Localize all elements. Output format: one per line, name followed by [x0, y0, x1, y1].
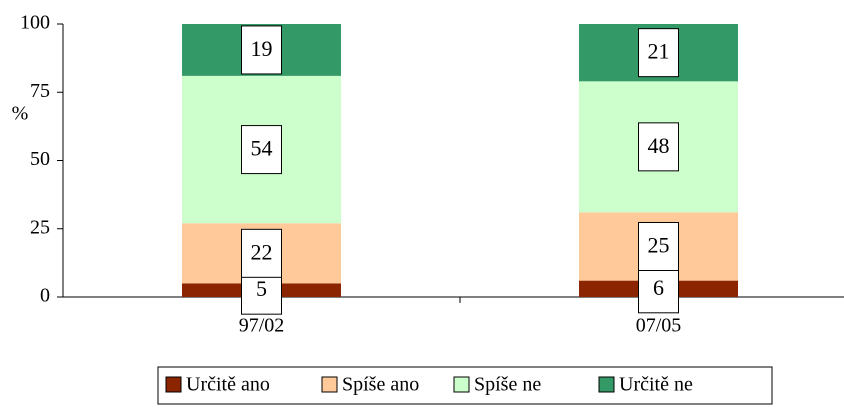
legend-swatch [321, 376, 338, 393]
y-axis-label: % [12, 103, 29, 125]
legend-label: Určitě ne [619, 374, 693, 396]
data-label: 21 [648, 39, 670, 64]
legend-swatch [165, 376, 182, 393]
x-tick-label: 97/02 [239, 315, 285, 337]
data-label-box [638, 122, 679, 172]
data-label: 19 [251, 36, 273, 61]
data-label-box [638, 28, 679, 78]
data-label-box [638, 221, 679, 271]
legend-label: Spíše ne [474, 374, 541, 396]
data-label: 6 [653, 275, 664, 300]
y-tick-label: 25 [30, 216, 50, 238]
x-tick-label: 07/05 [636, 315, 682, 337]
data-label-box [241, 228, 282, 278]
data-label: 25 [648, 233, 670, 258]
y-tick-label: 75 [30, 80, 50, 102]
data-label: 48 [648, 133, 670, 158]
legend-label: Určitě ano [186, 374, 270, 396]
data-label: 22 [251, 239, 273, 264]
y-tick-label: 0 [40, 285, 50, 307]
legend-swatch [453, 376, 470, 393]
legend-label: Spíše ano [342, 374, 419, 396]
data-label: 54 [251, 136, 273, 161]
y-tick-label: 50 [30, 148, 50, 170]
data-label-box [241, 125, 282, 175]
y-tick-label: 100 [20, 12, 50, 34]
data-label: 5 [256, 276, 267, 301]
data-label-box [241, 25, 282, 75]
legend-swatch [598, 376, 615, 393]
